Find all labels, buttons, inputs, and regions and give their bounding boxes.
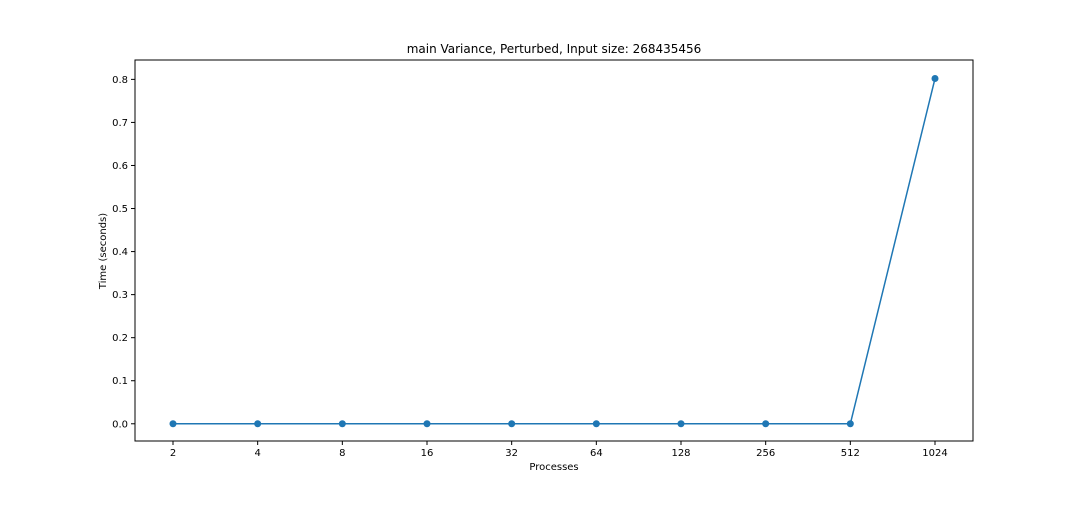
y-tick-label: 0.1 [112,376,128,387]
x-tick-label: 128 [671,448,690,459]
y-tick-label: 0.8 [112,75,128,86]
y-tick-label: 0.3 [112,290,128,301]
chart-title: main Variance, Perturbed, Input size: 26… [407,42,702,56]
y-tick-label: 0.5 [112,204,128,215]
y-tick-label: 0.0 [112,419,128,430]
y-tick-label: 0.7 [112,118,128,129]
y-axis-label: Time (seconds) [98,213,109,290]
x-tick-label: 64 [590,448,603,459]
y-tick-label: 0.6 [112,161,128,172]
axes [134,59,974,442]
series-line [173,78,936,425]
data-point [169,420,177,428]
y-tick-label: 0.4 [112,247,128,258]
data-point [423,420,431,428]
x-axis-label: Processes [529,462,578,473]
plot-frame [134,59,974,442]
y-tick-label: 0.2 [112,333,128,344]
data-point [677,420,685,428]
data-point [762,420,770,428]
x-tick-label: 32 [505,448,518,459]
data-point [508,420,516,428]
data-point [846,420,854,428]
data-point [338,420,346,428]
axis-ticks: 2 4 8 16 32 64 128 256 512 1024 0.0 0.1 0.2 0.3 0.4 0.5… [112,75,948,459]
x-tick-label: 2 [170,448,176,459]
data-point [931,75,939,83]
x-tick-label: 8 [339,448,345,459]
x-tick-label: 16 [421,448,434,459]
x-tick-label: 512 [841,448,860,459]
data-point [592,420,600,428]
data-series [169,75,939,428]
x-tick-label: 4 [254,448,260,459]
x-tick-label: 256 [756,448,775,459]
data-point [254,420,262,428]
x-tick-label: 1024 [922,448,947,459]
